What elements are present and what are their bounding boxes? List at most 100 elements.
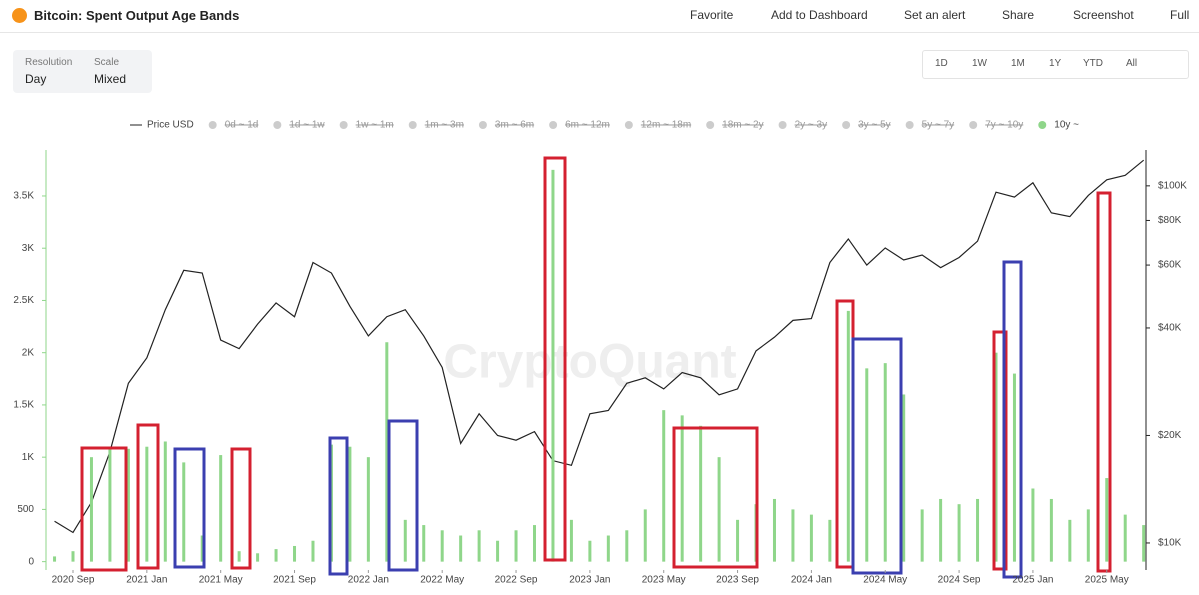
logo <box>12 8 27 23</box>
legend-dot <box>706 121 715 129</box>
dropdown[interactable]: Mixed <box>94 72 127 86</box>
bar <box>293 545 297 562</box>
bar <box>976 498 980 562</box>
bar <box>514 530 518 562</box>
y2-tick-label: $60K <box>1158 260 1182 271</box>
legend-label: 10y ~ <box>1054 120 1079 131</box>
y2-tick-label: $80K <box>1158 215 1182 226</box>
bar <box>1012 373 1016 562</box>
highlight-box <box>672 426 759 569</box>
legend-dot <box>842 121 851 129</box>
y-tick-label: 1.5K <box>13 400 34 411</box>
bar <box>385 342 389 562</box>
controls: Resolution Day Scale Mixed <box>13 50 152 93</box>
highlight-box <box>851 337 903 575</box>
highlight-box <box>173 447 206 569</box>
header: Bitcoin: Spent Output Age Bands Favorite… <box>0 0 1199 33</box>
label: Resolution <box>25 57 73 68</box>
bar <box>256 553 260 562</box>
bar <box>1123 514 1127 562</box>
x-tick-label: 2022 Jan <box>348 575 389 586</box>
y-tick-label: 2K <box>22 347 35 358</box>
bar <box>662 410 666 562</box>
button[interactable]: Full <box>1170 8 1190 22</box>
highlight-box <box>136 423 160 570</box>
range-button[interactable]: 1M <box>1011 58 1025 69</box>
x-tick-label: 2022 Sep <box>495 575 538 586</box>
bar <box>939 498 943 562</box>
button[interactable]: Screenshot <box>1073 8 1134 22</box>
x-tick-label: 2024 May <box>863 575 907 586</box>
bar <box>366 457 370 562</box>
bar <box>680 415 684 562</box>
bar <box>329 444 333 562</box>
x-tick-label: 2023 May <box>642 575 686 586</box>
legend-dot <box>969 121 978 129</box>
range-button[interactable]: 1D <box>935 58 948 69</box>
highlight-box <box>992 330 1008 571</box>
button[interactable]: Set an alert <box>904 8 966 22</box>
legend-dot <box>1038 121 1047 129</box>
bar <box>533 525 536 562</box>
x-tick-label: 2024 Jan <box>791 575 832 586</box>
x-tick-label: 2023 Sep <box>716 575 759 586</box>
range-button[interactable]: 1W <box>972 58 987 69</box>
highlight-box <box>543 156 567 562</box>
bar <box>1142 525 1146 562</box>
legend-dot <box>905 121 914 129</box>
bar <box>1086 509 1090 562</box>
bar <box>569 519 573 562</box>
y-tick-label: 500 <box>17 504 34 515</box>
legend-label: 3m ~ 6m <box>495 120 534 131</box>
y-tick-label: 3.5K <box>13 191 34 202</box>
range-button[interactable]: YTD <box>1083 58 1103 69</box>
legend-label: 18m ~ 2y <box>722 120 763 131</box>
bar <box>828 519 832 562</box>
bar <box>736 519 740 562</box>
y2-tick-label: $20K <box>1158 430 1182 441</box>
bar <box>920 509 924 562</box>
bar <box>883 363 887 562</box>
legend-dot <box>478 121 487 129</box>
bar <box>182 462 186 562</box>
bar <box>496 540 500 562</box>
label: Scale <box>94 57 120 68</box>
x-tick-label: 2021 Sep <box>273 575 316 586</box>
legend-dot <box>549 121 558 129</box>
bar <box>422 525 426 562</box>
range-button[interactable]: All <box>1126 58 1138 69</box>
bar <box>957 504 961 562</box>
button[interactable]: Share <box>1002 8 1035 22</box>
bar <box>274 549 278 562</box>
highlight-box <box>1002 260 1023 579</box>
bar <box>237 551 241 562</box>
legend-label: 2y ~ 3y <box>795 120 828 131</box>
bar <box>699 425 703 562</box>
x-tick-label: 2022 May <box>420 575 464 586</box>
y2-tick-label: $100K <box>1158 180 1187 191</box>
legend-label: 6m ~ 12m <box>565 120 610 131</box>
dropdown[interactable]: Day <box>25 72 47 86</box>
y2-tick-label: $40K <box>1158 323 1182 334</box>
bar <box>754 504 758 562</box>
bar <box>311 540 315 562</box>
legend-dot <box>339 121 348 129</box>
x-tick-label: 2025 Jan <box>1012 575 1053 586</box>
title: Bitcoin: Spent Output Age Bands <box>34 8 240 23</box>
x-tick-label: 2025 May <box>1085 575 1129 586</box>
bar <box>477 530 481 562</box>
bar <box>551 169 555 562</box>
bar <box>772 498 776 562</box>
button[interactable]: Add to Dashboard <box>771 8 868 22</box>
button[interactable]: Favorite <box>690 8 734 22</box>
bar <box>717 457 721 562</box>
bar <box>809 514 813 562</box>
x-tick-label: 2021 May <box>199 575 243 586</box>
legend-label: 1m ~ 3m <box>425 120 464 131</box>
range-button[interactable]: 1Y <box>1049 58 1062 69</box>
highlight-box <box>1096 191 1112 573</box>
bar <box>348 446 352 562</box>
bar <box>440 530 444 562</box>
bar <box>403 519 407 562</box>
